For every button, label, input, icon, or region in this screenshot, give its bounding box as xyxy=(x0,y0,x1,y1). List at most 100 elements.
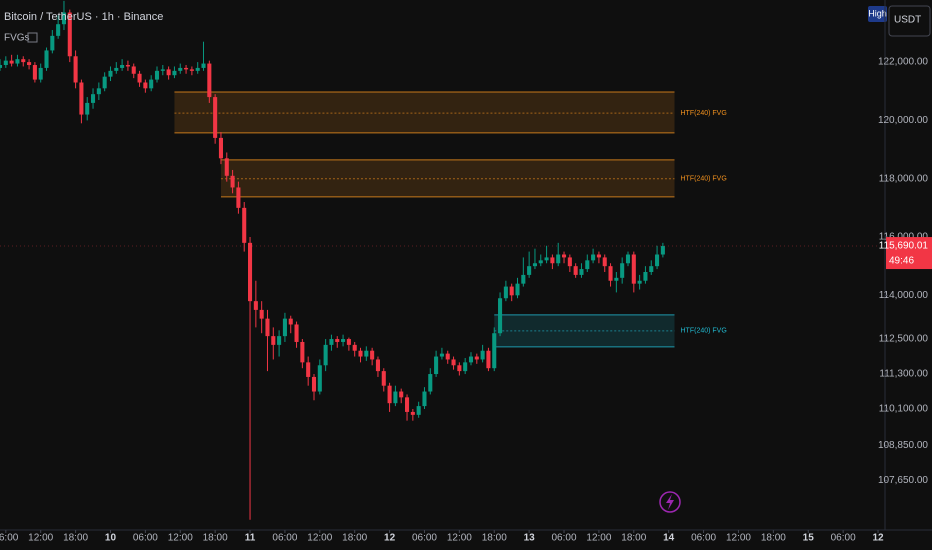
candle-body xyxy=(329,339,334,345)
candle-body xyxy=(189,69,194,71)
x-tick-label: 06:00 xyxy=(133,533,158,544)
replay-icon[interactable] xyxy=(659,491,681,513)
candle-body xyxy=(91,94,96,103)
candle-body xyxy=(387,385,392,404)
candle-body xyxy=(38,67,43,80)
y-tick-label: 110,100.00 xyxy=(879,404,929,415)
candle-body xyxy=(602,257,607,267)
candle-body xyxy=(410,411,415,415)
candle-body xyxy=(224,158,229,176)
candle-body xyxy=(282,318,287,337)
x-tick-label: 18:00 xyxy=(621,533,646,544)
candle-body xyxy=(631,254,636,284)
candle-body xyxy=(131,66,136,74)
x-tick-label: 10 xyxy=(105,533,117,544)
x-tick-label: 12:00 xyxy=(307,533,332,544)
x-tick-label: 11 xyxy=(245,533,256,544)
x-tick-label: 15 xyxy=(803,533,815,544)
candle-body xyxy=(236,187,241,208)
candle-body xyxy=(61,12,66,25)
candle-body xyxy=(439,353,444,357)
candle-body xyxy=(614,277,619,281)
candle-body xyxy=(550,257,555,264)
candle-body xyxy=(591,254,596,261)
candle-body xyxy=(416,406,421,415)
candle-body xyxy=(300,341,305,363)
icon-ring[interactable] xyxy=(659,491,681,513)
last-price-label: 115,690.01 xyxy=(879,241,929,252)
candle-body xyxy=(492,333,497,369)
chart-title: Bitcoin / TetherUS · 1h · Binance xyxy=(4,11,163,23)
indicator-icon[interactable] xyxy=(27,32,38,43)
candle-body xyxy=(434,356,439,375)
x-tick-label: 18:00 xyxy=(482,533,507,544)
x-tick-label: 06:00 xyxy=(831,533,856,544)
candle-body xyxy=(32,65,37,80)
candle-body xyxy=(346,339,351,345)
candle-body xyxy=(184,67,189,70)
candle-body xyxy=(585,260,590,270)
candle-body xyxy=(521,274,526,284)
candle-body xyxy=(21,59,26,63)
y-tick-label: 118,000.00 xyxy=(879,173,929,184)
candle-body xyxy=(463,362,468,372)
candle-body xyxy=(457,365,462,372)
candle-body xyxy=(166,69,171,76)
x-tick-label: 12 xyxy=(872,533,884,544)
candle-body xyxy=(288,318,293,325)
candle-body xyxy=(428,374,433,392)
x-tick-label: 06:00 xyxy=(412,533,437,544)
candle-body xyxy=(375,359,380,372)
candle-body xyxy=(649,266,654,272)
candle-body xyxy=(364,350,369,357)
candle-body xyxy=(527,266,532,275)
candle-body xyxy=(561,254,567,258)
candle-body xyxy=(381,371,386,386)
last-price-box xyxy=(886,237,932,270)
candle-body xyxy=(486,350,491,369)
x-tick-label: 18:00 xyxy=(203,533,228,544)
candle-body xyxy=(620,263,625,278)
candle-body xyxy=(259,309,264,319)
candle-body xyxy=(218,137,223,159)
candle-body xyxy=(445,353,450,360)
candle-body xyxy=(503,286,508,299)
candle-body xyxy=(213,97,218,138)
candle-body xyxy=(149,79,154,89)
candle-body xyxy=(660,246,665,255)
candle-body xyxy=(242,207,247,243)
candle-body xyxy=(207,63,212,98)
candle-body xyxy=(341,339,346,342)
candle-body xyxy=(137,73,142,83)
indicator-label[interactable]: FVGs xyxy=(4,33,30,44)
x-tick-label: 06:00 xyxy=(272,533,297,544)
candle-body xyxy=(370,350,375,360)
candle-body xyxy=(265,318,270,337)
x-tick-label: 13 xyxy=(524,533,536,544)
candle-body xyxy=(538,260,543,264)
candle-body xyxy=(323,344,328,366)
candle-body xyxy=(56,24,61,36)
candle-body xyxy=(195,67,200,71)
candle-body xyxy=(480,350,485,360)
candle-body xyxy=(50,35,55,51)
y-tick-label: 108,850.00 xyxy=(878,440,928,451)
candle-body xyxy=(532,263,537,267)
candle-body xyxy=(9,60,14,64)
icon-bolt[interactable] xyxy=(666,494,674,510)
x-tick-label: 12:00 xyxy=(447,533,472,544)
x-tick-label: 06:00 xyxy=(0,533,19,544)
candle-body xyxy=(44,50,49,68)
candle-body xyxy=(27,62,32,66)
candle-body xyxy=(253,301,258,310)
candle-body xyxy=(15,59,20,64)
y-tick-label: 122,000.00 xyxy=(878,57,928,68)
candle-body xyxy=(271,336,276,345)
candle-body xyxy=(85,102,90,115)
candle-body xyxy=(154,70,160,80)
candle-body xyxy=(498,298,503,334)
currency[interactable]: USDT xyxy=(894,15,921,26)
candle-body xyxy=(230,175,235,188)
currency-button[interactable] xyxy=(888,5,931,37)
